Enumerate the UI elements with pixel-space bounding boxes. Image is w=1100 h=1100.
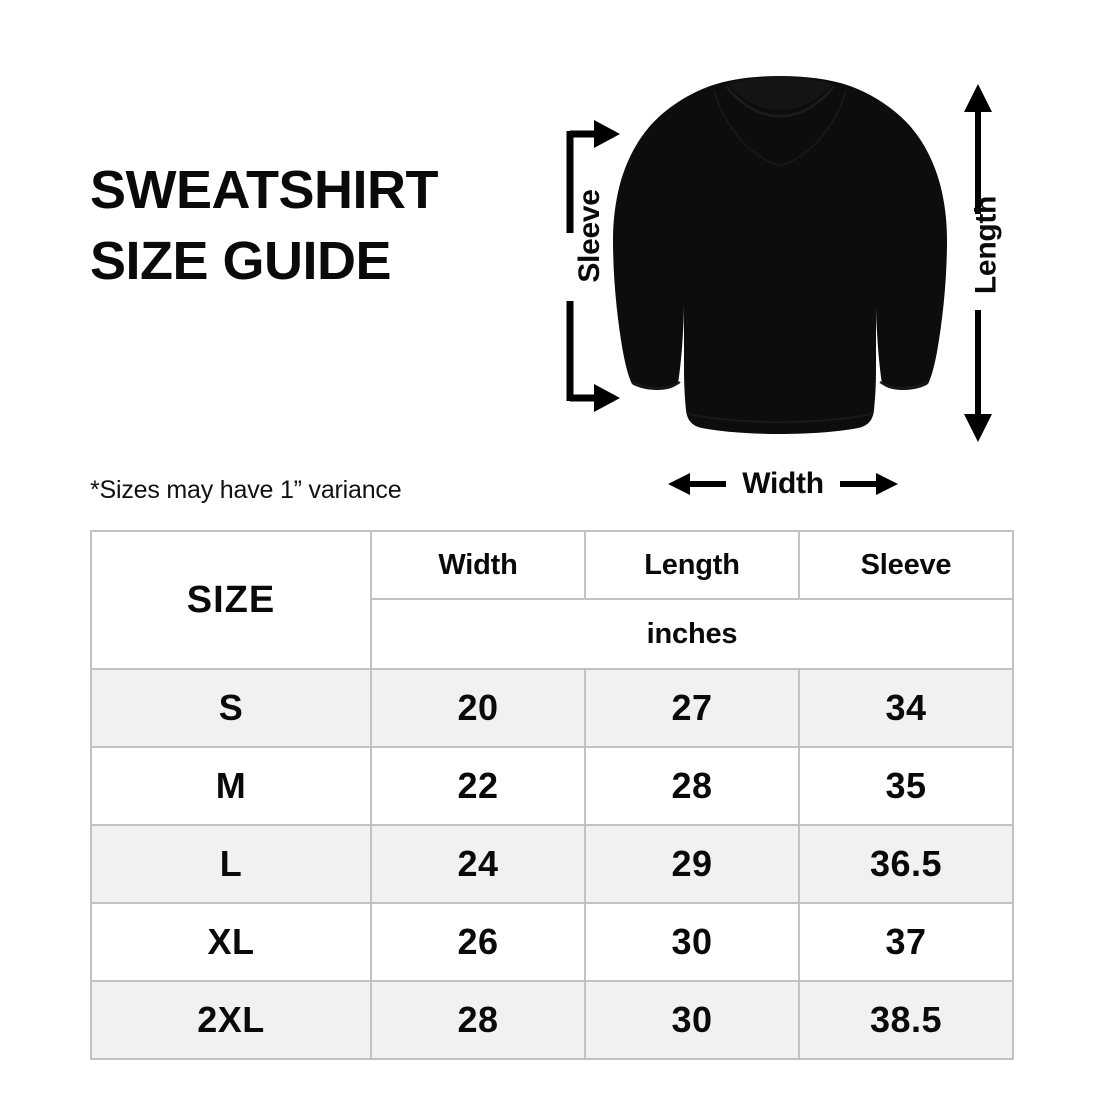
table-row: S 20 27 34	[90, 668, 1014, 748]
cell-sleeve: 34	[798, 668, 1014, 748]
sleeve-arrow-top	[566, 120, 620, 233]
cell-sleeve: 35	[798, 746, 1014, 826]
cell-length: 27	[584, 668, 800, 748]
cell-sleeve: 38.5	[798, 980, 1014, 1060]
arrow-right-icon	[839, 473, 898, 495]
cell-width: 20	[370, 668, 586, 748]
page-title-line-2: SIZE GUIDE	[90, 231, 392, 292]
cell-size: S	[90, 668, 372, 748]
table-header-row-1: SIZE Width Length Sleeve	[90, 530, 1014, 670]
sleeve-measure-label: Sleeve	[573, 189, 606, 283]
width-measure-label: Width	[742, 467, 824, 500]
header-unit: inches	[370, 598, 1014, 670]
table-header-row-2: inches	[91, 598, 1014, 670]
length-arrow-top	[964, 84, 992, 214]
sleeve-measure: Sleeve	[548, 115, 628, 415]
header-size: SIZE	[90, 530, 372, 670]
cell-size: L	[90, 824, 372, 904]
sleeve-arrow-bottom	[566, 301, 620, 412]
variance-note: *Sizes may have 1” variance	[90, 476, 402, 504]
page-title-line-1: SWEATSHIRT	[90, 160, 438, 220]
sweatshirt-graphic	[610, 70, 950, 440]
cell-size: M	[90, 746, 372, 826]
cell-size: XL	[90, 902, 372, 982]
header-sleeve: Sleeve	[798, 530, 1014, 600]
table-row: M 22 28 35	[90, 746, 1014, 826]
header-width: Width	[370, 530, 586, 600]
page-title: SWEATSHIRT SIZE GUIDE	[90, 155, 560, 298]
cell-length: 30	[584, 902, 800, 982]
cell-width: 22	[370, 746, 586, 826]
length-measure-label: Length	[969, 195, 1003, 295]
cell-width: 26	[370, 902, 586, 982]
table-row: L 24 29 36.5	[90, 824, 1014, 904]
size-chart-table: SIZE Width Length Sleeve inches S 20 27 …	[90, 530, 1014, 1060]
cell-size: 2XL	[90, 980, 372, 1060]
table-row: 2XL 28 30 38.5	[90, 980, 1014, 1060]
cell-width: 28	[370, 980, 586, 1060]
cell-length: 28	[584, 746, 800, 826]
width-measure: Width	[648, 458, 918, 510]
length-arrow-bottom	[964, 310, 992, 442]
sweatshirt-illustration: Sleeve Length Width	[548, 60, 1048, 510]
cell-sleeve: 36.5	[798, 824, 1014, 904]
arrow-left-icon	[668, 473, 727, 495]
cell-width: 24	[370, 824, 586, 904]
table-row: XL 26 30 37	[90, 902, 1014, 982]
cell-sleeve: 37	[798, 902, 1014, 982]
header-length: Length	[584, 530, 800, 600]
cell-length: 30	[584, 980, 800, 1060]
length-measure: Length	[950, 78, 1020, 448]
cell-length: 29	[584, 824, 800, 904]
